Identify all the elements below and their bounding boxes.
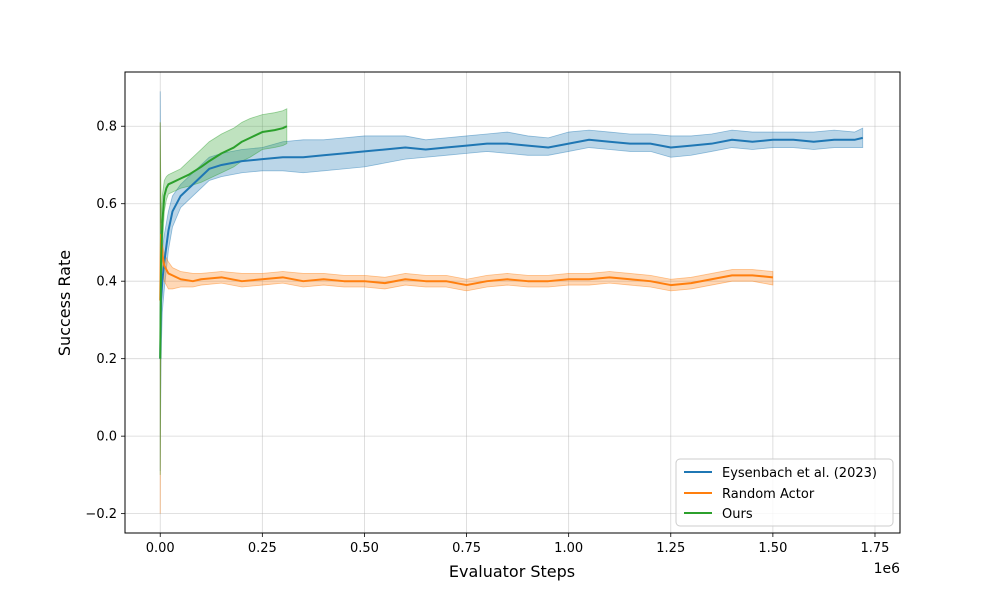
legend-box — [675, 458, 894, 527]
y-tick-label: 0.6 — [96, 197, 117, 212]
y-tick-label: 0.0 — [96, 430, 117, 445]
y-tick-label: 0.4 — [96, 275, 117, 290]
band-ours — [159, 108, 288, 475]
legend-label-random-actor: Random Actor — [722, 487, 815, 502]
x-tick-label: 1.75 — [861, 541, 890, 556]
line-eysenbach-et-al-2023 — [159, 136, 863, 359]
confidence-bands — [159, 91, 864, 514]
band-random-actor — [159, 122, 774, 514]
series-lines — [159, 125, 863, 359]
x-axis-label: Evaluator Steps — [449, 562, 575, 581]
y-tick-label: −0.2 — [85, 507, 117, 522]
x-tick-label: 0.25 — [248, 541, 277, 556]
y-axis-label: Success Rate — [55, 250, 74, 356]
y-tick-label: 0.8 — [96, 120, 117, 135]
grid — [125, 72, 900, 533]
legend: Eysenbach et al. (2023) Random Actor Our… — [675, 458, 894, 527]
line-ours — [159, 125, 288, 359]
y-tick-label: 0.2 — [96, 352, 117, 367]
plot-frame — [124, 71, 901, 534]
x-tick-label: 0.75 — [452, 541, 481, 556]
x-axis-ticks: 0.00 0.25 0.50 0.75 1.00 1.25 1.50 1.75 — [146, 533, 890, 556]
x-axis-offset-label: 1e6 — [874, 561, 901, 577]
legend-label-eysenbach: Eysenbach et al. (2023) — [722, 466, 877, 481]
x-tick-label: 1.00 — [554, 541, 583, 556]
y-axis-ticks: −0.2 0.0 0.2 0.4 0.6 0.8 — [85, 120, 125, 522]
x-tick-label: 1.25 — [656, 541, 685, 556]
band-eysenbach-et-al-2023 — [159, 91, 864, 472]
x-tick-label: 0.00 — [146, 541, 175, 556]
legend-label-ours: Ours — [722, 507, 753, 522]
x-tick-label: 0.50 — [350, 541, 379, 556]
line-random-actor — [159, 233, 773, 301]
x-tick-label: 1.50 — [758, 541, 787, 556]
